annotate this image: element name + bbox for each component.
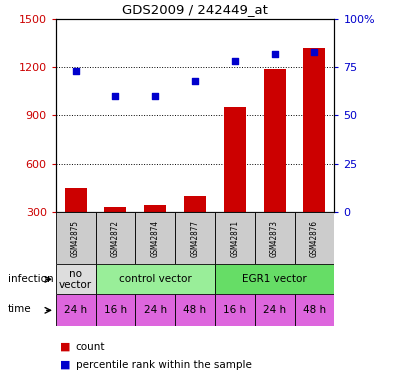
Bar <box>303 48 325 260</box>
Text: ■: ■ <box>60 342 70 352</box>
Bar <box>65 188 87 260</box>
Text: infection: infection <box>8 274 54 284</box>
Text: time: time <box>8 304 31 314</box>
Bar <box>175 294 215 326</box>
Text: GSM42874: GSM42874 <box>151 220 160 257</box>
Bar <box>255 294 295 326</box>
Bar <box>263 69 285 260</box>
Bar <box>175 212 215 264</box>
Bar <box>56 294 96 326</box>
Bar <box>96 264 215 294</box>
Bar <box>104 207 126 260</box>
Point <box>311 49 318 55</box>
Bar <box>295 294 334 326</box>
Bar <box>224 107 246 260</box>
Bar <box>215 294 255 326</box>
Point <box>232 58 238 64</box>
Bar <box>56 212 96 264</box>
Text: GSM42876: GSM42876 <box>310 220 319 257</box>
Text: control vector: control vector <box>119 274 191 284</box>
Point <box>271 51 278 57</box>
Bar <box>184 196 206 260</box>
Text: count: count <box>76 342 105 352</box>
Text: 48 h: 48 h <box>303 305 326 315</box>
Title: GDS2009 / 242449_at: GDS2009 / 242449_at <box>122 3 268 16</box>
Point <box>192 78 198 84</box>
Text: GSM42877: GSM42877 <box>191 220 199 257</box>
Bar <box>56 264 96 294</box>
Point <box>112 93 119 99</box>
Text: 48 h: 48 h <box>183 305 207 315</box>
Text: EGR1 vector: EGR1 vector <box>242 274 307 284</box>
Bar <box>96 212 135 264</box>
Text: ■: ■ <box>60 360 70 369</box>
Bar <box>96 294 135 326</box>
Bar <box>255 212 295 264</box>
Text: GSM42871: GSM42871 <box>230 220 239 257</box>
Text: GSM42872: GSM42872 <box>111 220 120 257</box>
Point <box>72 68 79 74</box>
Text: 16 h: 16 h <box>223 305 246 315</box>
Text: percentile rank within the sample: percentile rank within the sample <box>76 360 252 369</box>
Point <box>152 93 158 99</box>
Bar <box>135 212 175 264</box>
Bar <box>135 294 175 326</box>
Text: 24 h: 24 h <box>64 305 87 315</box>
Text: no
vector: no vector <box>59 268 92 290</box>
Text: GSM42875: GSM42875 <box>71 220 80 257</box>
Text: 24 h: 24 h <box>263 305 286 315</box>
Text: GSM42873: GSM42873 <box>270 220 279 257</box>
Text: 16 h: 16 h <box>104 305 127 315</box>
Text: 24 h: 24 h <box>144 305 167 315</box>
Bar <box>144 206 166 260</box>
Bar <box>215 212 255 264</box>
Bar <box>295 212 334 264</box>
Bar <box>215 264 334 294</box>
